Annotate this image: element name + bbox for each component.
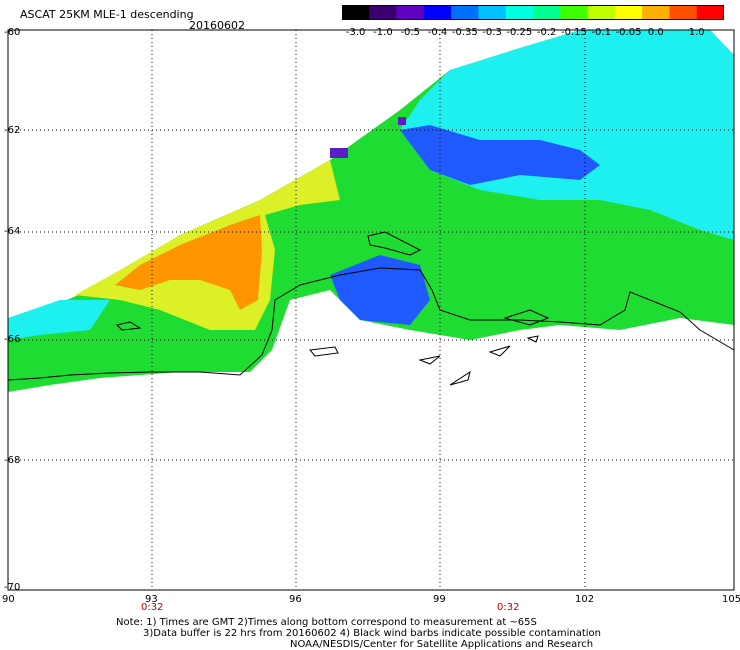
map-title: ASCAT 25KM MLE-1 descending: [20, 8, 194, 21]
y-tick-label: -64: [4, 226, 21, 237]
note-line-3: NOAA/NESDIS/Center for Satellite Applica…: [290, 639, 594, 650]
colorbar-label: -0.4: [427, 27, 448, 38]
colorbar-segment: [451, 5, 479, 20]
swath-purple-pixel: [330, 148, 348, 158]
colorbar: [342, 5, 724, 20]
colorbar-label: -3.0: [345, 27, 366, 38]
colorbar-segment: [342, 5, 370, 20]
y-tick-label: -60: [4, 27, 21, 38]
time-label: 0:32: [497, 602, 520, 613]
colorbar-label: -0.1: [591, 27, 611, 38]
y-tick-label: -66: [4, 334, 21, 345]
swath-blue-band: [400, 125, 600, 185]
y-tick-label: -62: [4, 125, 21, 136]
colorbar-label: -0.25: [506, 27, 533, 38]
swath-orange-region: [115, 215, 262, 310]
y-tick-label: -68: [4, 455, 21, 466]
grid-lines: [8, 30, 734, 590]
colorbar-label: -0.5: [400, 27, 420, 38]
colorbar-label: -0.15: [560, 27, 587, 38]
colorbar-label: -0.05: [615, 27, 642, 38]
note-line-1: Note: 1) Times are GMT 2)Times along bot…: [116, 617, 537, 628]
x-tick-label: 96: [289, 594, 302, 605]
swath-cyan-region: [400, 30, 734, 240]
swath-purple-pixel: [398, 117, 406, 125]
colorbar-label: 1.0: [688, 27, 705, 38]
time-label: 0:32: [141, 602, 164, 613]
coastline: [7, 231, 735, 386]
x-tick-label: 105: [722, 594, 740, 605]
x-tick-label: 99: [433, 594, 446, 605]
x-tick-label: 90: [2, 594, 15, 605]
colorbar-segment: [696, 5, 724, 20]
x-tick-label: 102: [575, 594, 595, 605]
colorbar-segment: [614, 5, 643, 20]
x-tick-label: 93: [145, 594, 158, 605]
colorbar-segment: [560, 5, 589, 20]
colorbar-segment: [533, 5, 561, 20]
colorbar-segment: [505, 5, 534, 20]
colorbar-segment: [423, 5, 452, 20]
colorbar-segment: [369, 5, 398, 20]
colorbar-segment: [642, 5, 670, 20]
colorbar-label: 0.0: [647, 27, 664, 38]
colorbar-label: -1.0: [373, 27, 393, 38]
swath-data: [8, 30, 734, 392]
colorbar-segment: [587, 5, 616, 20]
plot-frame: [7, 29, 735, 591]
y-tick-label: -70: [4, 582, 21, 593]
note-line-2: 3)Data buffer is 22 hrs from 20160602 4)…: [143, 628, 601, 639]
map-date: 20160602: [189, 19, 245, 32]
colorbar-segment: [396, 5, 425, 20]
swath-cyan-left: [8, 300, 110, 340]
colorbar-label: -0.3: [482, 27, 502, 38]
colorbar-segment: [478, 5, 507, 20]
colorbar-label: -0.35: [451, 27, 478, 38]
colorbar-label: -0.2: [536, 27, 557, 38]
colorbar-segment: [669, 5, 698, 20]
colorbar-frame: [342, 5, 724, 20]
